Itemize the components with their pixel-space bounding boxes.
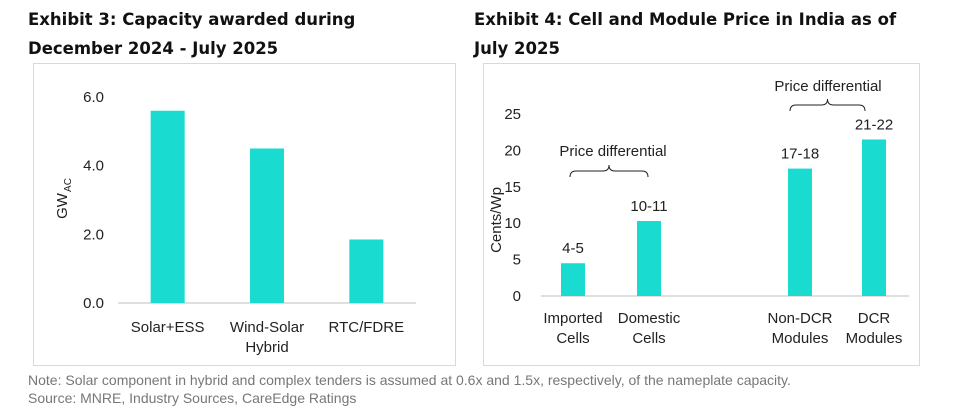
price-bar-chart: 0 5 10 15 20 25 Cents/Wp 4-5 Imported Cells 10-11 D… [488, 78, 909, 347]
y-tick-label: 2.0 [83, 226, 104, 243]
annotation-brace [789, 98, 866, 112]
bar-2 [788, 168, 812, 296]
y-tick-label: 15 [504, 179, 521, 196]
exhibit-3-title-line-1: Exhibit 3: Capacity awarded during [28, 10, 356, 29]
footnote-note: Note: Solar component in hybrid and comp… [28, 372, 791, 388]
x-tick-label: Modules [846, 330, 903, 347]
annotation-label: Price differential [559, 143, 666, 160]
x-tick-label: Modules [772, 330, 829, 347]
y-tick-label: 10 [504, 215, 521, 232]
y-tick-label: 4.0 [83, 158, 104, 175]
y-tick-label: 6.0 [83, 89, 104, 106]
data-label: 21-22 [855, 116, 893, 133]
x-tick-label: Solar+ESS [131, 319, 205, 336]
y-axis-label-subscript: AC [63, 178, 74, 192]
y-axis-label: Cents/Wp [488, 187, 505, 253]
y-axis-label-main: GW [54, 192, 71, 219]
exhibit-4-title: Exhibit 4: Cell and Module Price in Indi… [474, 5, 934, 63]
data-label: 17-18 [781, 146, 819, 163]
bar-3 [862, 139, 886, 296]
y-tick-label: 0.0 [83, 295, 104, 312]
x-tick-label: Cells [632, 330, 665, 347]
footnote-source: Source: MNRE, Industry Sources, CareEdge… [28, 390, 357, 406]
x-tick-label: Imported [543, 310, 602, 327]
annotation-brace [569, 164, 649, 178]
exhibit-3-title: Exhibit 3: Capacity awarded during Decem… [28, 5, 428, 63]
exhibit-4-title-line-2: July 2025 [474, 39, 560, 58]
capacity-bar-chart: 0.0 2.0 4.0 6.0 Solar+ESS Wind-Solar Hybrid RTC… [54, 89, 416, 356]
x-tick-label: RTC/FDRE [329, 319, 405, 336]
exhibit-4-title-line-1: Exhibit 4: Cell and Module Price in Indi… [474, 10, 897, 29]
capacity-chart-panel: 0.0 2.0 4.0 6.0 Solar+ESS Wind-Solar Hybrid RTC… [33, 63, 456, 366]
y-tick-label: 25 [504, 106, 521, 123]
bar-0 [561, 263, 585, 296]
data-label: 10-11 [630, 198, 667, 215]
bar-2 [349, 239, 384, 303]
bar-1 [250, 148, 284, 303]
y-tick-label: 20 [504, 142, 521, 159]
x-tick-label: Domestic [618, 310, 681, 327]
exhibit-3-title-line-2: December 2024 - July 2025 [28, 39, 279, 58]
y-tick-label: 5 [513, 252, 521, 269]
x-tick-label: Hybrid [245, 339, 288, 356]
x-tick-label: Cells [556, 330, 589, 347]
x-tick-label: DCR [858, 310, 891, 327]
annotation-label: Price differential [774, 78, 881, 95]
bar-1 [637, 221, 661, 296]
x-tick-label: Wind-Solar [230, 319, 304, 336]
price-chart-panel: 0 5 10 15 20 25 Cents/Wp 4-5 Imported Cells 10-11 D… [483, 63, 920, 366]
x-tick-label: Non-DCR [767, 310, 832, 327]
bar-0 [150, 110, 185, 303]
data-label: 4-5 [562, 240, 584, 257]
y-tick-label: 0 [513, 288, 521, 305]
